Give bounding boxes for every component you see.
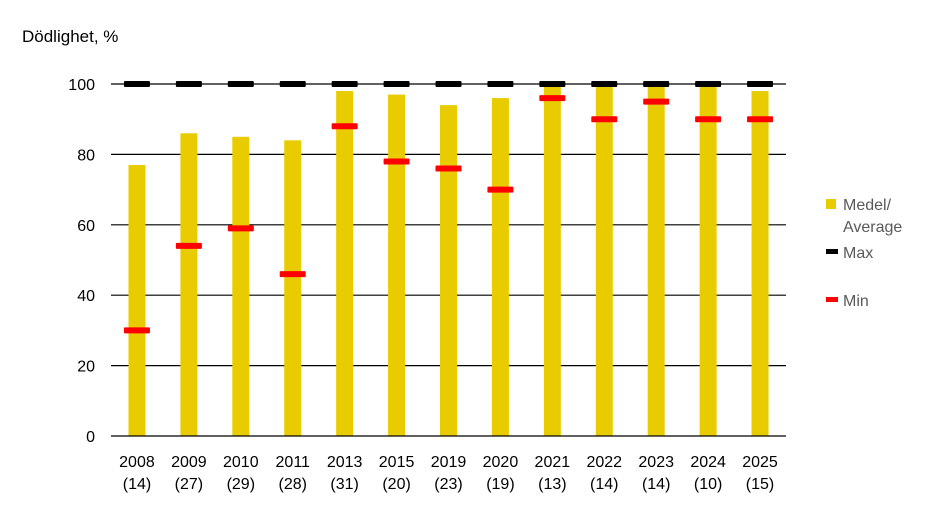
marker-min xyxy=(123,327,150,334)
bar-medel xyxy=(647,84,665,436)
x-tick-label-year: 2011 xyxy=(276,454,311,471)
markers-min xyxy=(123,95,774,334)
bar-medel xyxy=(440,105,457,437)
marker-min xyxy=(539,95,566,102)
legend-swatch-max xyxy=(826,249,838,254)
x-tick-label-count: (27) xyxy=(175,476,203,493)
marker-min xyxy=(227,225,254,232)
bar-medel xyxy=(595,84,613,436)
x-tick-labels: 2008 (14) 2009 (27) 2010 (29) 2011 (28) 2013 (31)… xyxy=(119,454,778,493)
marker-min xyxy=(331,123,358,130)
x-tick-label-count: (10) xyxy=(694,476,722,493)
x-tick-label-count: (28) xyxy=(279,476,307,493)
legend-label-max: Max xyxy=(843,245,873,262)
marker-max xyxy=(383,81,410,87)
y-tick-label: 60 xyxy=(77,218,95,235)
marker-max xyxy=(747,81,774,87)
x-tick-label-year: 2020 xyxy=(483,454,519,471)
bar-medel xyxy=(751,91,769,436)
bar-medel xyxy=(336,91,354,436)
y-tick-labels: 0 20 40 60 80 100 xyxy=(68,77,95,446)
marker-min xyxy=(747,116,774,123)
marker-max xyxy=(487,81,514,87)
y-tick-label: 20 xyxy=(77,359,95,376)
marker-min xyxy=(487,186,514,193)
bar-medel xyxy=(491,98,509,436)
legend: Medel/Average Max Min xyxy=(826,197,902,310)
marker-max xyxy=(175,81,202,87)
x-tick-label-count: (29) xyxy=(227,476,255,493)
legend-label-min: Min xyxy=(843,293,869,310)
marker-min xyxy=(591,116,618,123)
x-tick-label-year: 2025 xyxy=(742,454,778,471)
legend-swatch-medel xyxy=(826,199,836,209)
bar-medel xyxy=(543,84,561,436)
marker-max xyxy=(331,81,358,87)
x-tick-label-count: (14) xyxy=(590,476,618,493)
marker-max xyxy=(695,81,722,87)
marker-max xyxy=(539,81,566,87)
x-tick-label-year: 2021 xyxy=(535,454,571,471)
bar-medel xyxy=(388,94,406,436)
marker-min xyxy=(175,242,202,249)
bars-medel xyxy=(128,84,769,437)
marker-min xyxy=(279,271,306,278)
marker-max xyxy=(591,81,618,87)
bar-medel xyxy=(128,164,146,436)
x-tick-label-year: 2008 xyxy=(119,454,155,471)
x-tick-label-year: 2022 xyxy=(586,454,622,471)
y-tick-label: 0 xyxy=(86,429,95,446)
marker-max xyxy=(435,81,462,87)
legend-label-medel: Average xyxy=(843,219,902,236)
bar-medel xyxy=(232,136,250,437)
x-tick-label-count: (31) xyxy=(330,476,358,493)
legend-label-medel: Medel/ xyxy=(843,197,892,214)
x-tick-label-count: (14) xyxy=(642,476,670,493)
x-tick-label-count: (14) xyxy=(123,476,151,493)
marker-min xyxy=(695,116,722,123)
marker-max xyxy=(279,81,306,87)
x-tick-label-year: 2024 xyxy=(690,454,726,471)
marker-min xyxy=(383,158,410,165)
x-tick-label-count: (19) xyxy=(486,476,514,493)
x-tick-label-year: 2023 xyxy=(638,454,674,471)
marker-max xyxy=(123,81,150,87)
x-tick-label-year: 2015 xyxy=(379,454,415,471)
x-tick-label-count: (23) xyxy=(434,476,462,493)
marker-max xyxy=(227,81,254,87)
x-tick-label-count: (20) xyxy=(382,476,410,493)
x-tick-label-year: 2013 xyxy=(327,454,363,471)
legend-swatch-min xyxy=(826,297,838,302)
y-tick-label: 40 xyxy=(77,288,95,305)
marker-min xyxy=(643,98,670,105)
x-tick-label-year: 2019 xyxy=(431,454,467,471)
bar-medel xyxy=(284,140,302,436)
x-tick-label-year: 2010 xyxy=(223,454,259,471)
bar-medel xyxy=(180,133,198,436)
y-axis-title: Dödlighet, % xyxy=(22,27,118,46)
x-tick-label-count: (13) xyxy=(538,476,566,493)
bar-medel xyxy=(699,84,717,436)
y-tick-label: 100 xyxy=(68,77,95,94)
marker-min xyxy=(435,165,462,172)
y-tick-label: 80 xyxy=(77,147,95,164)
x-tick-label-count: (15) xyxy=(746,476,774,493)
marker-max xyxy=(643,81,670,87)
markers-max xyxy=(123,81,774,87)
x-tick-label-year: 2009 xyxy=(171,454,207,471)
